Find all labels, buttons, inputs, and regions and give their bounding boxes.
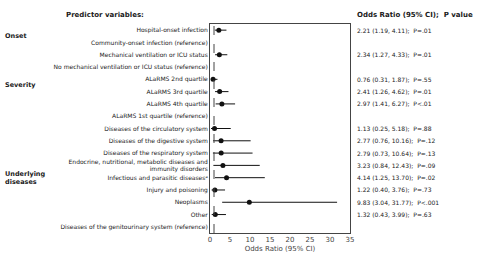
svg-text:Community-onset infection (ref: Community-onset infection (reference) bbox=[91, 39, 208, 47]
svg-text:Underlyingdiseases: Underlyingdiseases bbox=[5, 170, 45, 186]
svg-text:1.32 (0.43, 3.99); P=.63: 1.32 (0.43, 3.99); P=.63 bbox=[357, 211, 432, 218]
svg-text:Diseases of the circulatory sy: Diseases of the circulatory system bbox=[104, 125, 208, 133]
svg-text:Diseases of the digestive syst: Diseases of the digestive system bbox=[109, 137, 208, 145]
svg-text:20: 20 bbox=[286, 236, 295, 244]
svg-text:2.21 (1.19, 4.11); P=.01: 2.21 (1.19, 4.11); P=.01 bbox=[357, 27, 432, 34]
svg-text:ALaRMS 3rd quartile: ALaRMS 3rd quartile bbox=[147, 88, 209, 96]
svg-text:Odds Ratio (95% CI): Odds Ratio (95% CI) bbox=[245, 245, 316, 253]
svg-text:15: 15 bbox=[266, 236, 275, 244]
svg-text:ALaRMS 2nd quartile: ALaRMS 2nd quartile bbox=[145, 75, 208, 83]
svg-text:Predictor variables:: Predictor variables: bbox=[66, 11, 144, 19]
svg-text:Severity: Severity bbox=[5, 81, 36, 89]
svg-text:ALaRMS 1st quartile (reference: ALaRMS 1st quartile (reference) bbox=[112, 112, 208, 120]
svg-text:3.23 (0.84, 12.43); P=.09: 3.23 (0.84, 12.43); P=.09 bbox=[357, 162, 436, 169]
svg-text:1.22 (0.40, 3.76); P=.73: 1.22 (0.40, 3.76); P=.73 bbox=[357, 186, 432, 193]
svg-text:2.41 (1.26, 4.62); P=.01: 2.41 (1.26, 4.62); P=.01 bbox=[357, 88, 432, 95]
svg-text:Mechanical ventilation or ICU: Mechanical ventilation or ICU status bbox=[100, 51, 208, 58]
svg-text:1.13 (0.25, 5.18); P=.88: 1.13 (0.25, 5.18); P=.88 bbox=[357, 125, 432, 132]
svg-text:Injury and poisoning: Injury and poisoning bbox=[147, 186, 208, 194]
svg-text:30: 30 bbox=[326, 236, 335, 244]
svg-text:35: 35 bbox=[346, 236, 355, 244]
svg-text:Onset: Onset bbox=[5, 32, 27, 40]
svg-text:ALaRMS 4th quartile: ALaRMS 4th quartile bbox=[147, 100, 209, 108]
svg-text:2.79 (0.73, 10.64); P=.13: 2.79 (0.73, 10.64); P=.13 bbox=[357, 150, 436, 157]
svg-text:2.77 (0.76, 10.16); P=.12: 2.77 (0.76, 10.16); P=.12 bbox=[357, 137, 436, 144]
svg-text:Other: Other bbox=[191, 211, 209, 218]
svg-text:2.97 (1.41, 6.27); P<.01: 2.97 (1.41, 6.27); P<.01 bbox=[357, 100, 432, 107]
svg-text:4.14 (1.25, 13.70); P=.02: 4.14 (1.25, 13.70); P=.02 bbox=[357, 174, 436, 181]
svg-text:25: 25 bbox=[306, 236, 315, 244]
svg-text:Neoplasms: Neoplasms bbox=[175, 198, 208, 206]
svg-text:Diseases of the respiratory sy: Diseases of the respiratory system bbox=[103, 149, 208, 157]
svg-text:Endocrine, nutritional, metabo: Endocrine, nutritional, metabolic diseas… bbox=[69, 158, 208, 174]
svg-text:10: 10 bbox=[246, 236, 255, 244]
svg-text:5: 5 bbox=[228, 236, 232, 244]
svg-text:Odds Ratio (95% CI); P value: Odds Ratio (95% CI); P value bbox=[357, 11, 473, 19]
svg-text:Infectious and parasitic disea: Infectious and parasitic diseasesᵃ bbox=[107, 174, 207, 182]
svg-text:No mechanical ventilation or I: No mechanical ventilation or ICU status … bbox=[54, 63, 208, 70]
svg-text:9.83 (3.04, 31.77); P<.001: 9.83 (3.04, 31.77); P<.001 bbox=[357, 199, 439, 206]
svg-text:0.76 (0.31, 1.87); P=.55: 0.76 (0.31, 1.87); P=.55 bbox=[357, 76, 432, 83]
svg-text:Hospital-onset infection: Hospital-onset infection bbox=[136, 26, 208, 34]
svg-text:2.34 (1.27, 4.33); P=.01: 2.34 (1.27, 4.33); P=.01 bbox=[357, 51, 432, 58]
svg-text:0: 0 bbox=[208, 236, 212, 244]
svg-text:Diseases of the genitourinary: Diseases of the genitourinary system (re… bbox=[60, 223, 207, 231]
